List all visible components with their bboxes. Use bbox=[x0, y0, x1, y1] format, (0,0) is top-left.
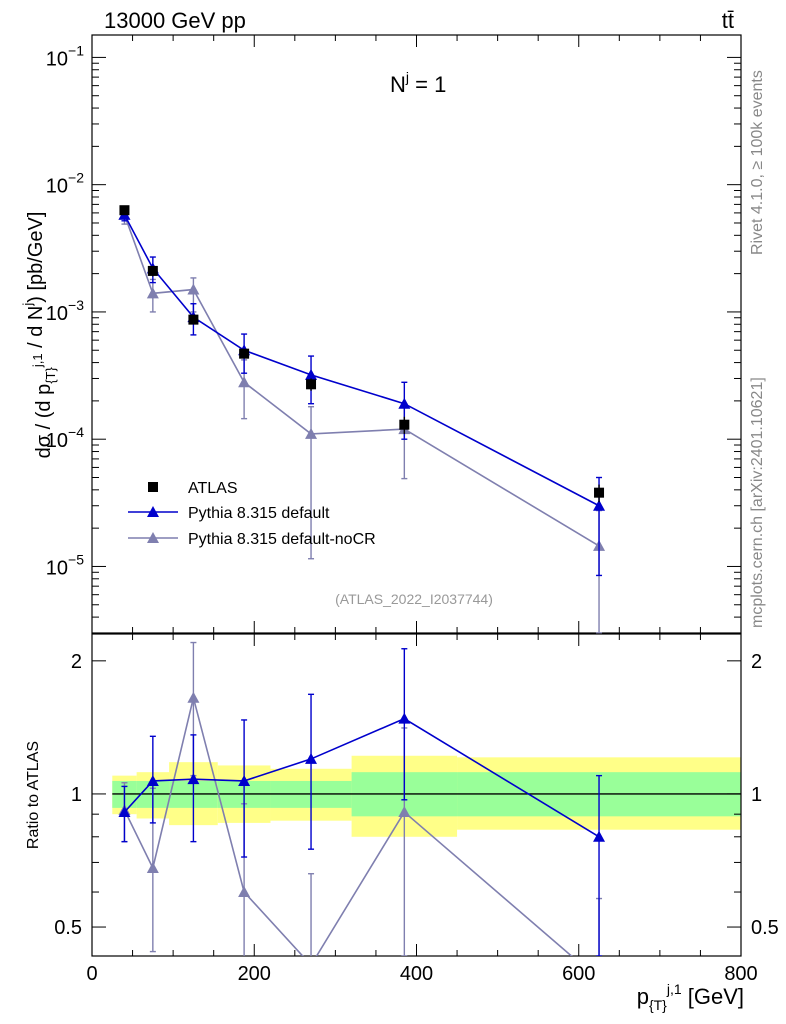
x-tick-label: 400 bbox=[400, 963, 433, 985]
njet-value: = 1 bbox=[409, 72, 446, 97]
process-label: tt̄ bbox=[722, 8, 734, 33]
data-point bbox=[593, 499, 606, 511]
njet-label: N bbox=[390, 72, 406, 97]
ratio-point bbox=[398, 712, 411, 724]
x-tick-label: 600 bbox=[562, 963, 595, 985]
data-point bbox=[238, 376, 251, 388]
data-point bbox=[187, 283, 200, 295]
legend: ATLAS Pythia 8.315 default Pythia 8.315 de… bbox=[128, 480, 376, 548]
ratio-uncertainty-bands bbox=[112, 755, 741, 837]
ratio-point bbox=[118, 806, 131, 818]
x-axis-label: p{T}j,1 [GeV] bbox=[637, 981, 744, 1013]
ratio-y-tick-label: 1 bbox=[71, 784, 82, 806]
ratio-point bbox=[305, 959, 317, 970]
main-y-tick-label: 10−4 bbox=[46, 424, 84, 452]
ratio-ylabel: Ratio to ATLAS bbox=[25, 741, 42, 849]
main-axes: 10−5 10−4 10−3 10−2 10−1 bbox=[46, 34, 742, 634]
legend-marker bbox=[147, 532, 159, 543]
ratio-series-pythia-default bbox=[118, 648, 606, 956]
legend-marker bbox=[148, 482, 158, 492]
legend-label: ATLAS bbox=[188, 480, 238, 497]
data-point bbox=[594, 487, 605, 498]
legend-label: Pythia 8.315 default bbox=[188, 505, 330, 522]
main-y-tick-label: 10−2 bbox=[46, 170, 84, 198]
data-point bbox=[306, 379, 317, 390]
data-point bbox=[239, 348, 250, 359]
ratio-y-tick-label: 2 bbox=[71, 651, 82, 673]
njet-superscript: j bbox=[405, 69, 409, 85]
x-tick-label: 200 bbox=[238, 963, 271, 985]
legend-item: ATLAS bbox=[148, 480, 238, 497]
main-y-tick-label: 10−5 bbox=[46, 551, 84, 579]
legend-label: Pythia 8.315 default-noCR bbox=[188, 531, 376, 548]
ratio-point bbox=[593, 830, 606, 842]
legend-item: Pythia 8.315 default-noCR bbox=[128, 531, 376, 548]
ratio-point bbox=[146, 774, 159, 786]
series-line bbox=[123, 214, 600, 507]
data-point bbox=[119, 205, 130, 216]
energy-label: 13000 GeV pp bbox=[104, 8, 246, 33]
ratio-point bbox=[398, 806, 411, 818]
ratio-y-tick-label: 0.5 bbox=[54, 917, 82, 939]
data-point bbox=[305, 368, 318, 380]
ratio-series-clipped bbox=[118, 641, 606, 970]
njet-annotation: Nj = 1 bbox=[390, 69, 446, 97]
x-tick-label: 800 bbox=[724, 963, 757, 985]
ratio-point bbox=[238, 886, 251, 898]
rivet-version-label: Rivet 4.1.0, ≥ 100k events bbox=[749, 70, 766, 255]
mcplots-label: mcplots.cern.ch [arXiv:2401.10621] bbox=[749, 377, 766, 628]
ratio-y-tick-label-right: 0.5 bbox=[751, 917, 779, 939]
main-y-tick-label: 10−3 bbox=[46, 297, 84, 325]
ratio-series-layer bbox=[118, 641, 606, 970]
ratio-point bbox=[305, 752, 318, 764]
data-point bbox=[188, 314, 199, 325]
data-point bbox=[147, 265, 158, 276]
ratio-point bbox=[238, 774, 251, 786]
data-point bbox=[305, 427, 318, 439]
legend-marker bbox=[147, 506, 159, 517]
series-pythia-nocr bbox=[118, 206, 606, 634]
data-point bbox=[398, 397, 411, 409]
x-tick-label: 0 bbox=[86, 963, 97, 985]
ratio-axes: 0 200 400 600 800 0.5 0.5 1 1 2 2 bbox=[54, 633, 779, 985]
legend-item: Pythia 8.315 default bbox=[128, 505, 330, 522]
ratio-y-tick-label-right: 2 bbox=[751, 651, 762, 673]
series-atlas bbox=[119, 205, 605, 503]
main-series-layer bbox=[118, 205, 606, 634]
main-y-tick-label: 10−1 bbox=[46, 42, 84, 70]
ratio-y-tick-label-right: 1 bbox=[751, 784, 762, 806]
main-ylabel: dσ / (d p{T}j,1 / d Nj) [pb/GeV] bbox=[20, 212, 58, 459]
data-point bbox=[146, 287, 159, 299]
ratio-point bbox=[187, 773, 200, 785]
ratio-point bbox=[146, 861, 159, 873]
ratio-line bbox=[123, 697, 573, 956]
data-point bbox=[399, 419, 410, 430]
ratio-point bbox=[187, 691, 200, 703]
analysis-id: (ATLAS_2022_I2037744) bbox=[335, 591, 493, 607]
